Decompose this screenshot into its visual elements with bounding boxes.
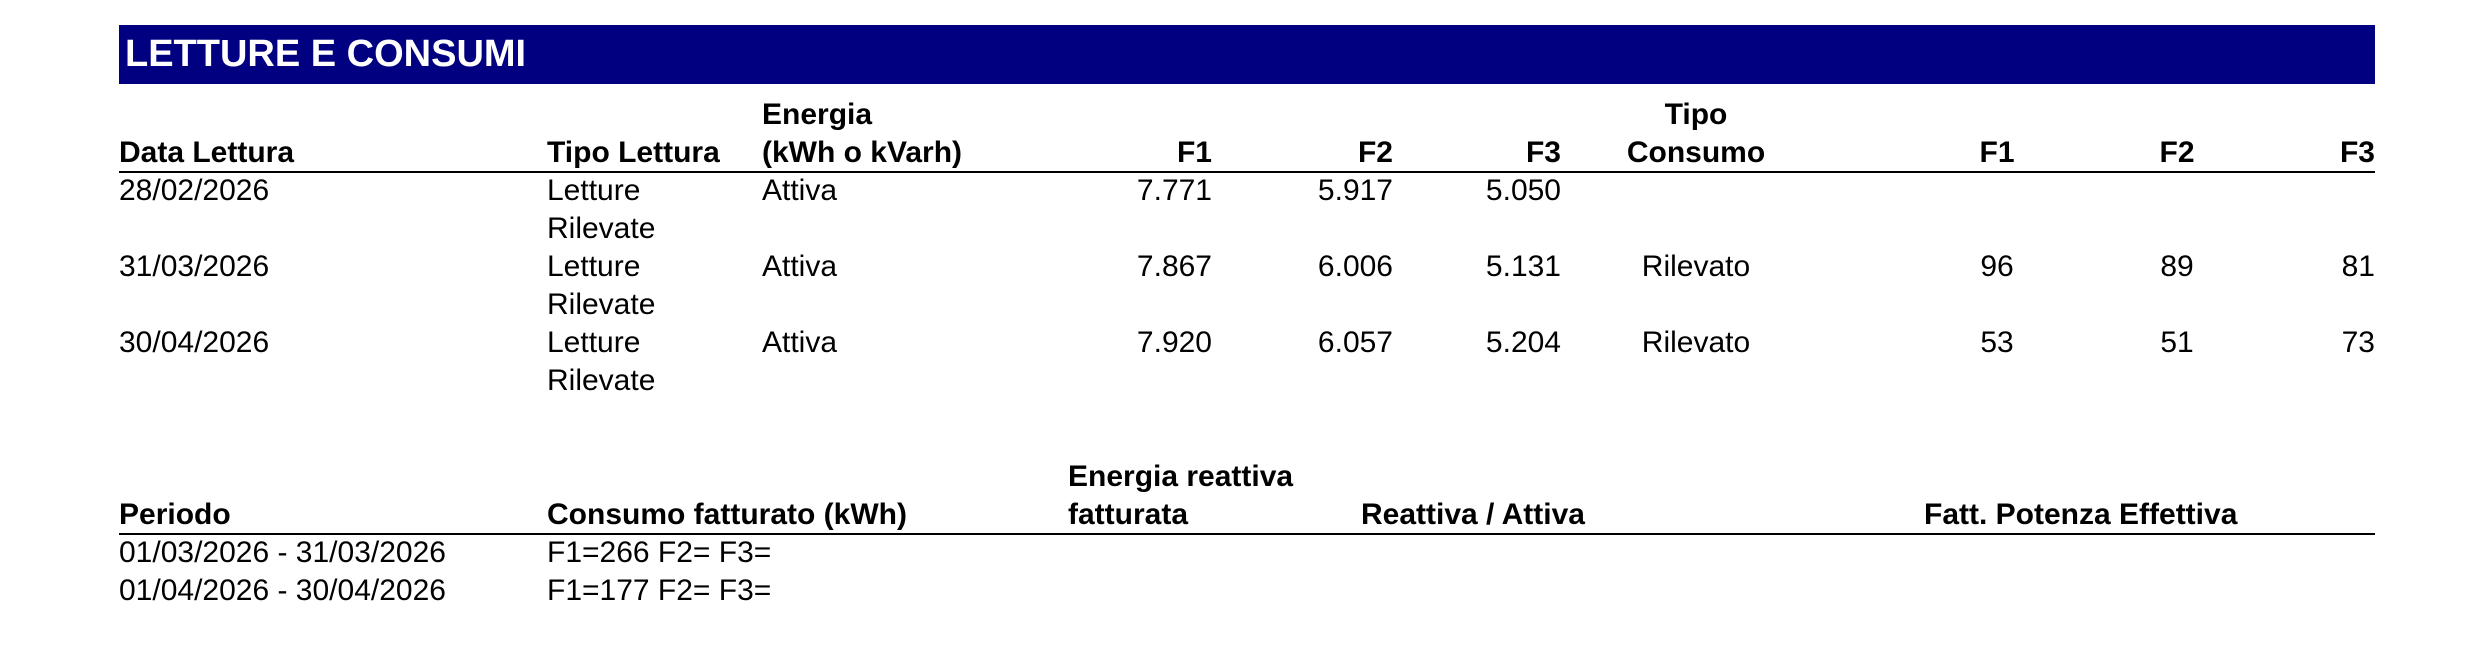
column-header: Periodo: [119, 498, 231, 531]
table-cell: Letture: [547, 326, 641, 359]
table-cell: 6.006: [1317, 250, 1393, 283]
column-header: Tipo: [1664, 98, 1728, 131]
column-header: Energia reattiva: [1068, 460, 1294, 493]
table-cell: 7.771: [1136, 174, 1212, 207]
table-cell: 73: [2341, 326, 2375, 359]
table-cell: 96: [1980, 250, 2014, 283]
column-header: Fatt. Potenza Effettiva: [1924, 498, 2238, 531]
column-header: F1: [1176, 136, 1212, 169]
table-cell: Rilevato: [1641, 250, 1751, 283]
table-cell: Attiva: [762, 250, 838, 283]
table-cell: 5.050: [1485, 174, 1561, 207]
column-header: F3: [2339, 136, 2375, 169]
table-cell: Attiva: [762, 174, 838, 207]
title-bar: [119, 25, 2375, 84]
table-cell: 30/04/2026: [119, 326, 270, 359]
table-cell: 01/04/2026 - 30/04/2026: [119, 574, 446, 607]
table-cell: 7.920: [1136, 326, 1212, 359]
table-cell: 51: [2160, 326, 2194, 359]
table-cell: 53: [1980, 326, 2014, 359]
table-cell: 28/02/2026: [119, 174, 270, 207]
column-header: F3: [1525, 136, 1561, 169]
table-cell: Letture: [547, 250, 641, 283]
column-header: Energia: [762, 98, 873, 131]
column-header: Reattiva / Attiva: [1361, 498, 1585, 531]
table-cell: 01/03/2026 - 31/03/2026: [119, 536, 446, 569]
column-header: Consumo: [1626, 136, 1766, 169]
table-cell: 5.204: [1485, 326, 1561, 359]
column-header: F1: [1979, 136, 2015, 169]
table-cell: 89: [2160, 250, 2194, 283]
column-header: fatturata: [1068, 498, 1189, 531]
column-header: Tipo Lettura: [547, 136, 720, 169]
table-cell: 5.131: [1485, 250, 1561, 283]
table-cell: Rilevate: [547, 288, 656, 321]
table-cell: Rilevato: [1641, 326, 1751, 359]
table-cell: 7.867: [1136, 250, 1212, 283]
table-cell: 5.917: [1317, 174, 1393, 207]
table-cell: Attiva: [762, 326, 838, 359]
table-cell: 31/03/2026: [119, 250, 270, 283]
column-header: Data Lettura: [119, 136, 295, 169]
table-cell: 6.057: [1317, 326, 1393, 359]
header-rule: [119, 533, 2375, 535]
table-cell: F1=177 F2= F3=: [547, 574, 772, 607]
table-cell: Rilevate: [547, 212, 656, 245]
column-header: F2: [1357, 136, 1393, 169]
column-header: Consumo fatturato (kWh): [547, 498, 907, 531]
column-header: F2: [2159, 136, 2195, 169]
table-cell: F1=266 F2= F3=: [547, 536, 772, 569]
table-cell: Rilevate: [547, 364, 656, 397]
section-title: LETTURE E CONSUMI: [125, 33, 527, 75]
table-cell: 81: [2341, 250, 2375, 283]
table-cell: Letture: [547, 174, 641, 207]
header-rule: [119, 171, 2375, 173]
column-header: (kWh o kVarh): [762, 136, 963, 169]
